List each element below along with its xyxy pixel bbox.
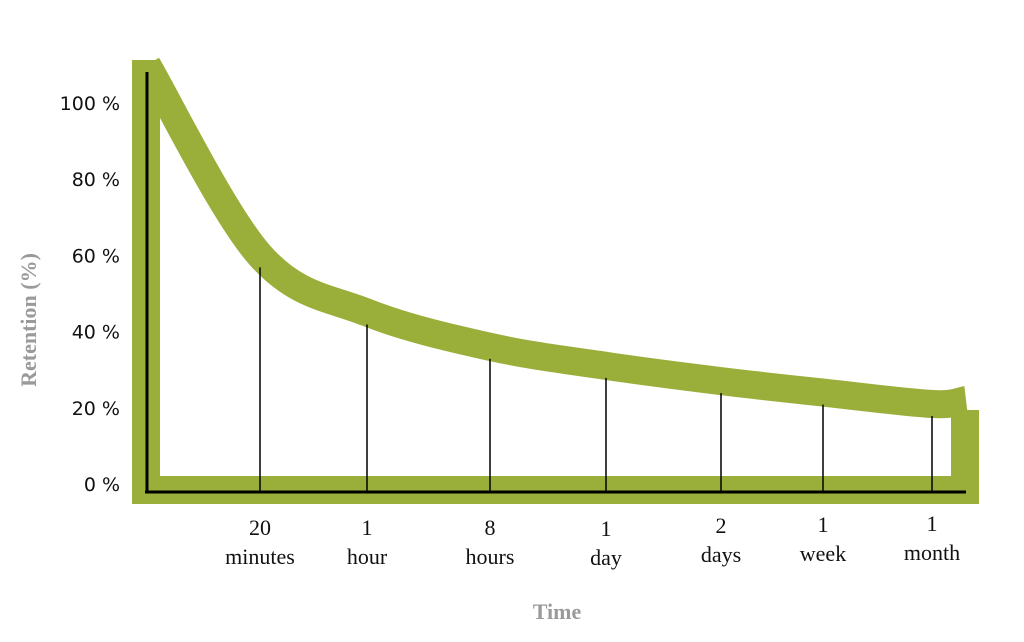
x-tick-label: day <box>590 545 622 570</box>
curve-band-line <box>134 57 969 419</box>
x-tick-label: 1 <box>818 512 829 537</box>
x-tick-label: month <box>904 540 960 565</box>
x-tick-label: hours <box>466 544 515 569</box>
x-tick-label: 1 <box>927 511 938 536</box>
y-tick-label: 60 % <box>72 245 120 267</box>
retention-marks <box>259 267 933 492</box>
x-tick-label: 20 <box>249 515 271 540</box>
x-tick-label: 1 <box>601 516 612 541</box>
y-tick-labels: 0 % 20 % 40 % 60 % 80 % 100 % <box>60 93 120 496</box>
y-tick-label: 40 % <box>72 322 120 344</box>
x-axis-title: Time <box>533 599 582 624</box>
curve-band <box>132 57 979 504</box>
x-tick-label: days <box>701 542 741 567</box>
x-tick-label: 1 <box>362 515 373 540</box>
x-tick-label: 8 <box>485 515 496 540</box>
x-tick-label: week <box>800 541 846 566</box>
y-tick-label: 0 % <box>84 474 120 496</box>
x-tick-labels: 20 minutes 1 hour 8 hours 1 day 2 days 1 week 1 month <box>225 511 960 570</box>
axes <box>145 72 966 494</box>
y-tick-label: 20 % <box>72 398 120 420</box>
x-tick-label: hour <box>347 544 388 569</box>
x-tick-label: minutes <box>225 544 295 569</box>
y-tick-label: 100 % <box>60 93 120 115</box>
y-axis-title: Retention (%) <box>16 253 41 387</box>
y-tick-label: 80 % <box>72 169 120 191</box>
x-tick-label: 2 <box>716 513 727 538</box>
